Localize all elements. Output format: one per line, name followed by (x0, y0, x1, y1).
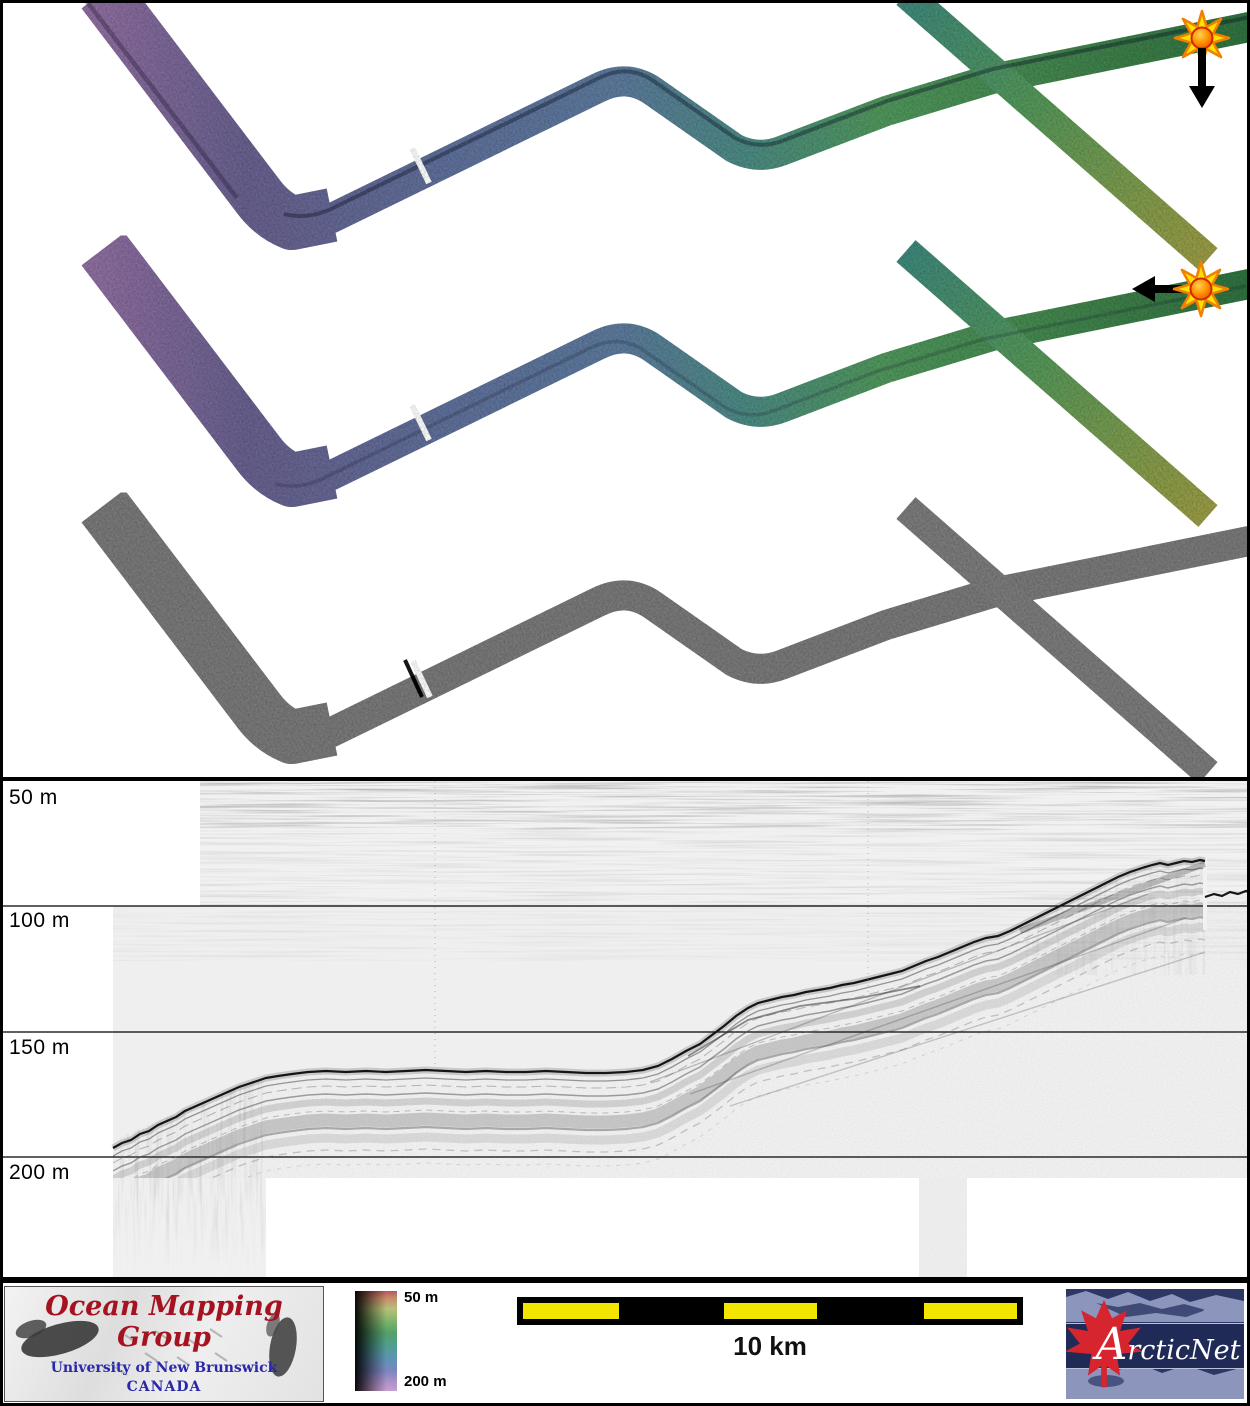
fix-marks (434, 781, 869, 1072)
scale-bar-segment (924, 1303, 1017, 1319)
border-bottom (0, 1403, 1250, 1406)
arcticnet-map-art (1066, 1291, 1244, 1399)
survey-track (81, 489, 338, 764)
omg-logo-art (5, 1287, 323, 1401)
profile-section (0, 781, 1250, 1277)
track-gap (409, 403, 432, 442)
sun-icon (1173, 9, 1231, 108)
border-right (1247, 0, 1250, 1406)
crossing-track (896, 240, 1218, 527)
survey-track (81, 232, 338, 507)
arcticnet-logo: ArcticNet (1066, 1289, 1244, 1399)
track-gap (409, 146, 432, 185)
scale-bar (517, 1297, 1023, 1325)
omg-subtitle: University of New Brunswick (50, 1360, 278, 1376)
scale-bar-label: 10 km (733, 1331, 807, 1361)
survey-track (81, 0, 338, 250)
maps-section (81, 0, 1250, 777)
colorbar-label-top: 50 m (404, 1289, 439, 1306)
divider-profile-footer (0, 1277, 1250, 1283)
depth-label-150m: 150 m (9, 1036, 70, 1059)
track-gap (410, 659, 433, 699)
map-panel-bathy-north (81, 0, 1250, 270)
omg-country: CANADA (126, 1379, 202, 1395)
crossing-track (896, 497, 1218, 777)
depth-colorbar (355, 1291, 397, 1391)
survey-track (279, 525, 1250, 755)
down-arrow-icon (1189, 48, 1215, 108)
colorbar-label-bottom: 200 m (404, 1373, 447, 1390)
crossing-track (896, 0, 1218, 270)
omg-title: Ocean Mapping Group (45, 1291, 283, 1353)
scale-bar-segment (724, 1303, 817, 1319)
border-left (0, 0, 3, 1406)
survey-track (279, 11, 1250, 241)
depth-label-200m: 200 m (9, 1161, 70, 1184)
map-panel-bathy-east (81, 232, 1250, 527)
maple-leaf-icon (1066, 1299, 1144, 1388)
seafloor-trace (113, 860, 1250, 1148)
map-panel-backscatter (81, 489, 1250, 777)
depth-label-50m: 50 m (9, 786, 58, 809)
omg-logo: Ocean Mapping Group University of New Br… (4, 1286, 324, 1402)
sun-icon (1132, 260, 1230, 318)
border-top (0, 0, 1250, 3)
arcticnet-name: ArcticNet (1095, 1319, 1241, 1370)
divider-maps-profile (0, 777, 1250, 781)
scale-bar-segment (523, 1303, 619, 1319)
depth-label-100m: 100 m (9, 909, 70, 932)
